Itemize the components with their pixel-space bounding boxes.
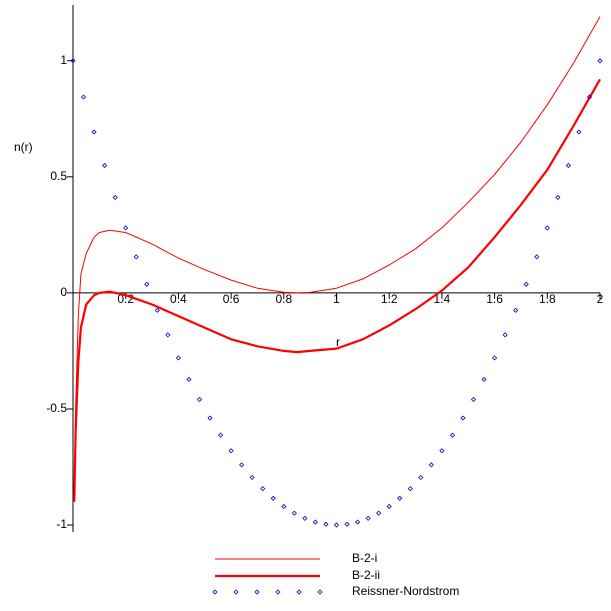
legend-label: B-2-i [352,551,377,565]
data-point [576,129,582,135]
data-point [217,432,224,438]
data-point [439,448,445,454]
data-point [228,448,234,454]
y-axis-label: n(r) [14,140,33,154]
y-tick-label: 0 [60,285,67,299]
data-point [597,58,603,64]
data-point [312,519,318,525]
y-tick-label: 1 [60,53,67,67]
data-point [376,510,382,516]
x-tick-label: 1.6 [486,292,503,306]
y-tick-label: 0.5 [50,169,67,183]
data-point [123,225,129,231]
data-point [207,415,213,421]
data-point [586,94,593,100]
data-point [407,486,413,492]
y-tick-label: -1 [56,517,67,531]
data-point [302,515,308,521]
data-point [397,495,403,501]
data-point [144,281,150,287]
legend-symbol [212,589,218,595]
x-tick-label: 1 [333,292,340,306]
data-point [70,58,76,64]
data-point [333,522,340,528]
x-tick-label: 1.2 [381,292,398,306]
x-tick-label: 2 [597,292,604,306]
legend-symbol [317,589,323,595]
data-point [249,474,255,481]
data-point [175,355,181,361]
data-point [186,376,192,382]
data-point [102,162,108,169]
data-point [165,332,171,338]
data-point [291,510,297,516]
data-point [270,495,276,501]
legend-label: B-2-ii [352,568,380,582]
data-point [154,307,160,313]
data-point [534,254,540,260]
data-point [565,162,571,169]
x-tick-label: 0.6 [223,292,240,306]
data-point [323,521,329,527]
data-point [355,519,361,525]
data-point [428,462,434,468]
x-tick-label: 1.4 [434,292,451,306]
legend-symbol [275,589,281,595]
data-point [492,355,498,361]
data-point [513,307,519,313]
data-point [523,281,529,287]
data-point [555,194,561,200]
x-tick-label: 0.8 [275,292,292,306]
x-axis-label: r [336,335,340,349]
legend-symbol [296,589,302,595]
data-point [80,94,87,100]
legend-symbol [254,589,260,595]
data-point [260,486,266,492]
data-point [112,194,118,200]
data-point [281,503,287,510]
data-point [470,396,477,403]
data-point [449,432,456,438]
data-point [544,225,550,231]
legend-label: Reissner-Nordstrom [352,584,459,598]
data-point [386,503,392,510]
data-point [196,396,203,403]
data-point [460,415,466,421]
data-point [344,521,350,527]
data-line [73,16,601,498]
legend-symbol [233,589,239,595]
data-point [365,515,371,521]
x-tick-label: 1.8 [539,292,556,306]
data-point [418,474,424,481]
data-point [502,332,508,338]
data-point [133,254,139,260]
data-point [239,462,245,468]
data-line [73,78,601,502]
data-point [481,376,487,382]
x-tick-label: 0.2 [117,292,134,306]
y-tick-label: -0.5 [46,401,67,415]
data-point [91,129,97,135]
x-tick-label: 0.4 [170,292,187,306]
